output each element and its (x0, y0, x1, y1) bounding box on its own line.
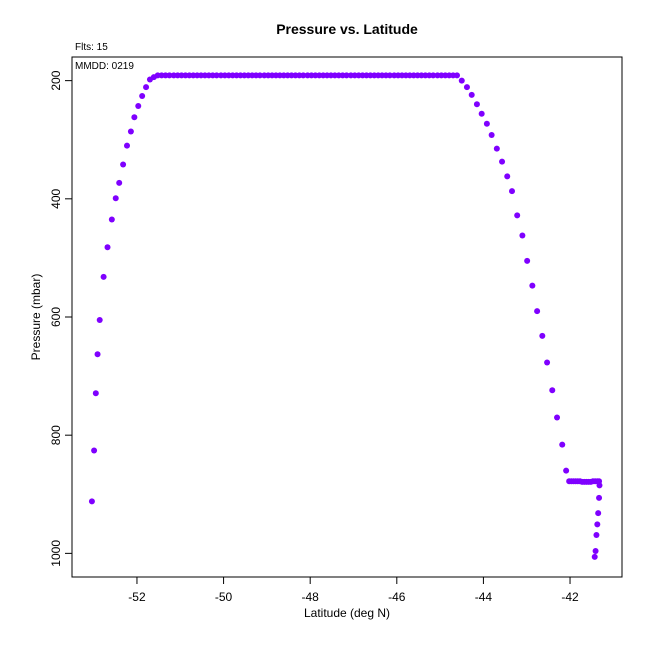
x-tick-label: -52 (128, 590, 146, 604)
y-tick-label: 600 (49, 307, 63, 327)
data-point (509, 188, 515, 195)
data-point (386, 72, 393, 79)
x-axis-label: Latitude (deg N) (304, 606, 390, 620)
data-point (493, 145, 500, 152)
data-point (166, 72, 173, 79)
y-tick-label: 800 (49, 425, 63, 445)
x-axis-ticks: -52 -50 -48 -46 -44 -42 (128, 577, 579, 604)
data-point (143, 84, 150, 91)
data-point (124, 142, 130, 149)
data-point (94, 351, 101, 358)
data-point (594, 521, 601, 528)
data-point (213, 72, 220, 79)
data-point (300, 72, 307, 79)
flts-annotation: Flts: 15 (75, 42, 108, 53)
y-tick-label: 200 (49, 70, 63, 90)
data-point (554, 414, 561, 421)
x-tick-label: -44 (475, 590, 493, 604)
data-point (120, 161, 127, 168)
data-point (430, 72, 437, 79)
data-point (454, 72, 460, 79)
data-point (96, 316, 103, 323)
x-tick-label: -48 (302, 590, 320, 604)
y-tick-label: 1000 (49, 540, 63, 567)
data-point (595, 510, 602, 517)
data-point (473, 101, 480, 108)
data-point (478, 110, 485, 117)
data-point (593, 532, 600, 539)
data-point (504, 173, 511, 180)
data-point (127, 128, 134, 135)
y-tick-label: 400 (49, 188, 63, 208)
data-point (534, 308, 541, 315)
data-point (519, 232, 526, 239)
y-axis-label: Pressure (mbar) (29, 274, 43, 361)
data-point (112, 195, 119, 202)
data-point (88, 498, 95, 505)
data-point (592, 548, 599, 554)
data-point (529, 282, 536, 289)
data-point (131, 114, 138, 121)
data-point (104, 244, 111, 251)
data-point (458, 77, 465, 84)
y-axis-ticks: 200 400 600 800 1000 (49, 70, 72, 567)
data-point (343, 72, 350, 79)
data-point (549, 387, 556, 394)
data-point (544, 359, 551, 366)
data-point (591, 553, 598, 560)
data-point (135, 103, 142, 110)
data-point (563, 467, 570, 474)
data-point (468, 91, 475, 98)
x-tick-label: -46 (388, 590, 406, 604)
data-point (596, 482, 603, 489)
data-point (596, 494, 603, 501)
data-point (524, 257, 531, 264)
data-point (139, 93, 146, 99)
x-tick-label: -50 (215, 590, 233, 604)
data-point (116, 179, 123, 186)
data-point (488, 132, 495, 138)
data-point (499, 158, 506, 165)
data-point (559, 441, 566, 448)
data-point (108, 216, 115, 223)
data-point (256, 72, 263, 79)
data-point (483, 120, 490, 127)
mmdd-annotation: MMDD: 0219 (75, 61, 134, 72)
chart-title: Pressure vs. Latitude (276, 21, 418, 37)
data-point (92, 390, 99, 397)
data-points (88, 72, 603, 560)
data-point (463, 84, 470, 91)
data-point (539, 332, 546, 339)
x-tick-label: -42 (561, 590, 579, 604)
data-point (514, 212, 521, 219)
data-point (91, 447, 98, 454)
data-point (100, 273, 107, 280)
